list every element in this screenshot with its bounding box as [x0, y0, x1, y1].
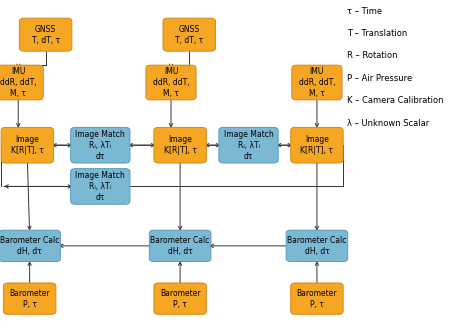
FancyBboxPatch shape — [163, 18, 215, 51]
Text: Barometer Calc
dH, dτ: Barometer Calc dH, dτ — [0, 236, 59, 256]
FancyBboxPatch shape — [71, 169, 130, 204]
FancyBboxPatch shape — [286, 230, 347, 261]
Text: GNSS
T, dT, τ: GNSS T, dT, τ — [175, 25, 203, 45]
Text: Barometer
P, τ: Barometer P, τ — [159, 289, 200, 309]
Text: IMU
ddR, ddT,
M, τ: IMU ddR, ddT, M, τ — [152, 67, 189, 98]
Text: Image Match
Rᵢ, λTᵢ
dτ: Image Match Rᵢ, λTᵢ dτ — [75, 130, 125, 161]
FancyBboxPatch shape — [149, 230, 210, 261]
FancyBboxPatch shape — [0, 230, 60, 261]
FancyBboxPatch shape — [218, 127, 278, 163]
FancyBboxPatch shape — [154, 127, 206, 163]
Text: K – Camera Calibration: K – Camera Calibration — [346, 96, 442, 105]
Text: Image
K[R|T], τ: Image K[R|T], τ — [163, 135, 196, 155]
FancyBboxPatch shape — [290, 127, 342, 163]
FancyBboxPatch shape — [1, 127, 54, 163]
FancyBboxPatch shape — [291, 65, 341, 100]
Text: Barometer
P, τ: Barometer P, τ — [296, 289, 337, 309]
FancyBboxPatch shape — [146, 65, 196, 100]
Text: Barometer
P, τ: Barometer P, τ — [9, 289, 50, 309]
Text: τ – Time: τ – Time — [346, 7, 381, 16]
Text: P – Air Pressure: P – Air Pressure — [346, 74, 411, 83]
Text: Image
K[R|T], τ: Image K[R|T], τ — [11, 135, 44, 155]
Text: Barometer Calc
dH, dτ: Barometer Calc dH, dτ — [150, 236, 209, 256]
FancyBboxPatch shape — [290, 283, 342, 314]
Text: λ – Unknown Scalar: λ – Unknown Scalar — [346, 119, 428, 128]
Text: Image Match
Rᵢ, λTᵢ
dτ: Image Match Rᵢ, λTᵢ dτ — [75, 171, 125, 202]
FancyBboxPatch shape — [154, 283, 206, 314]
Text: R – Rotation: R – Rotation — [346, 51, 396, 60]
FancyBboxPatch shape — [4, 283, 56, 314]
Text: Image Match
Rᵢ, λTᵢ
dτ: Image Match Rᵢ, λTᵢ dτ — [223, 130, 273, 161]
Text: Barometer Calc
dH, dτ: Barometer Calc dH, dτ — [287, 236, 346, 256]
FancyBboxPatch shape — [19, 18, 72, 51]
Text: GNSS
T, dT, τ: GNSS T, dT, τ — [31, 25, 60, 45]
Text: IMU
ddR, ddT,
M, τ: IMU ddR, ddT, M, τ — [0, 67, 36, 98]
Text: T – Translation: T – Translation — [346, 29, 406, 38]
Text: IMU
ddR, ddT,
M, τ: IMU ddR, ddT, M, τ — [298, 67, 334, 98]
Text: Image
K[R|T], τ: Image K[R|T], τ — [300, 135, 333, 155]
FancyBboxPatch shape — [71, 127, 130, 163]
FancyBboxPatch shape — [0, 65, 43, 100]
